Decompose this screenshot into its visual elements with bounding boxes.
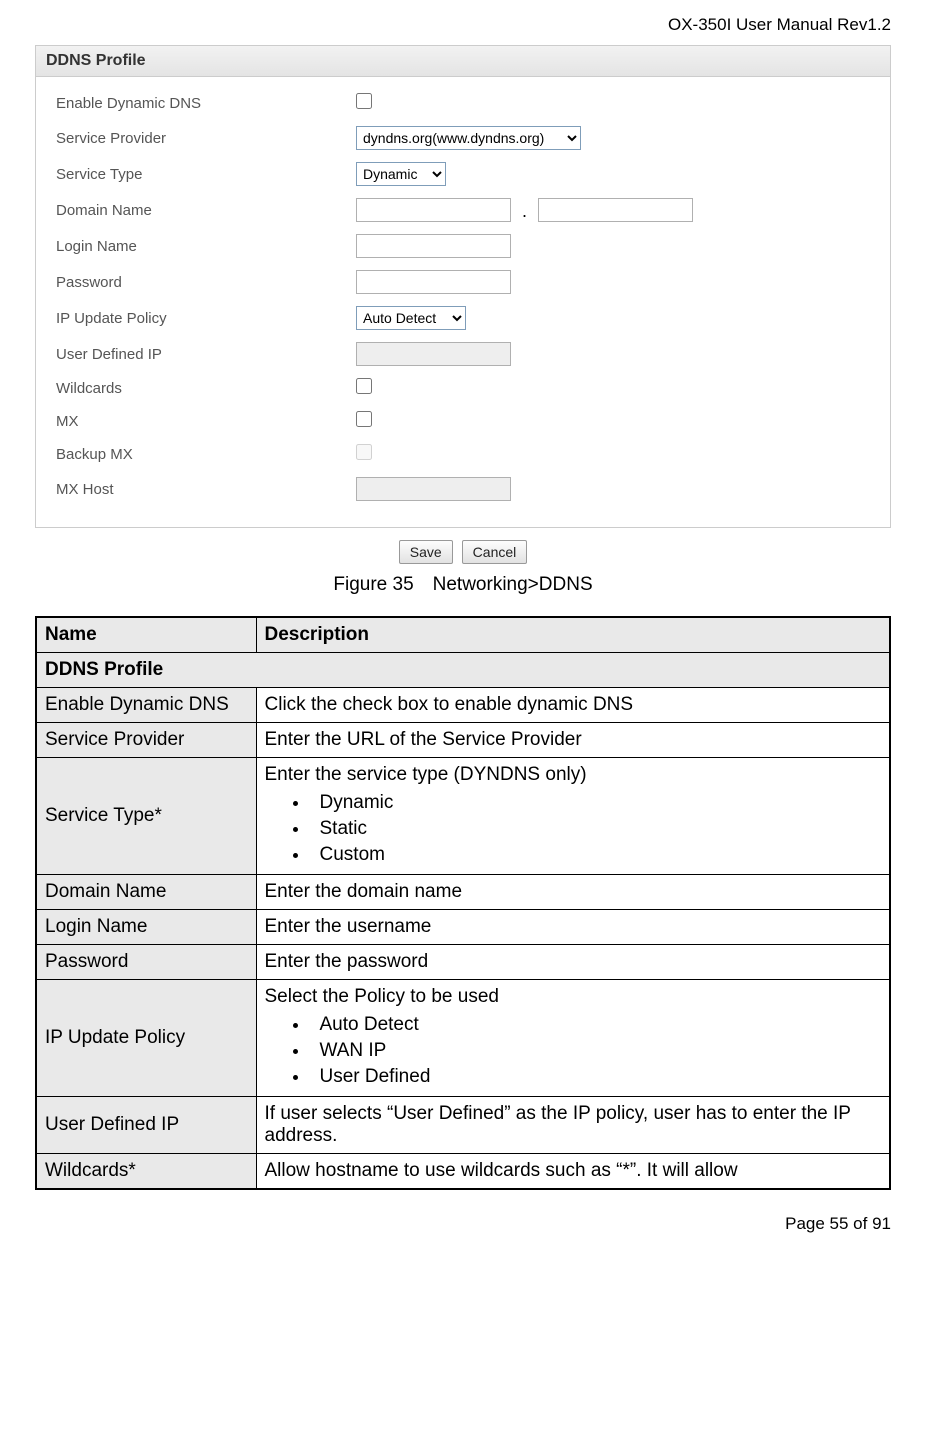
select-service-type[interactable]: Dynamic — [356, 162, 446, 186]
cell-desc: Allow hostname to use wildcards such as … — [256, 1154, 890, 1190]
section-cell: DDNS Profile — [36, 653, 890, 688]
table-row: User Defined IP If user selects “User De… — [36, 1097, 890, 1154]
table-row: Wildcards* Allow hostname to use wildcar… — [36, 1154, 890, 1190]
label-user-defined-ip: User Defined IP — [56, 346, 356, 363]
cell-name: Wildcards* — [36, 1154, 256, 1190]
label-enable-ddns: Enable Dynamic DNS — [56, 95, 356, 112]
row-domain-name: Domain Name . — [56, 192, 870, 228]
label-backup-mx: Backup MX — [56, 446, 356, 463]
figure-caption: Figure 35 Networking>DDNS — [35, 574, 891, 596]
table-row: Password Enter the password — [36, 945, 890, 980]
select-service-provider[interactable]: dyndns.org(www.dyndns.org) — [356, 126, 581, 150]
table-header-row: Name Description — [36, 617, 890, 653]
ddns-profile-panel: DDNS Profile Enable Dynamic DNS Service … — [35, 45, 891, 528]
row-ip-update-policy: IP Update Policy Auto Detect — [56, 300, 870, 336]
label-wildcards: Wildcards — [56, 380, 356, 397]
table-row: IP Update Policy Select the Policy to be… — [36, 980, 890, 1097]
row-user-defined-ip: User Defined IP — [56, 336, 870, 372]
row-login-name: Login Name — [56, 228, 870, 264]
cell-name: Service Provider — [36, 723, 256, 758]
table-row: Service Type* Enter the service type (DY… — [36, 758, 890, 875]
checkbox-wildcards[interactable] — [356, 378, 372, 394]
document-footer: Page 55 of 91 — [35, 1214, 891, 1234]
cell-desc: Enter the domain name — [256, 875, 890, 910]
cell-desc: Enter the service type (DYNDNS only) Dyn… — [256, 758, 890, 875]
row-service-provider: Service Provider dyndns.org(www.dyndns.o… — [56, 120, 870, 156]
form-body: Enable Dynamic DNS Service Provider dynd… — [36, 77, 890, 527]
bullet-item: Dynamic — [310, 790, 882, 816]
checkbox-enable-ddns[interactable] — [356, 93, 372, 109]
input-login-name[interactable] — [356, 234, 511, 258]
row-password: Password — [56, 264, 870, 300]
label-mx: MX — [56, 413, 356, 430]
bullet-item: Static — [310, 816, 882, 842]
select-ip-update-policy[interactable]: Auto Detect — [356, 306, 466, 330]
label-password: Password — [56, 274, 356, 291]
row-wildcards: Wildcards — [56, 372, 870, 405]
label-service-type: Service Type — [56, 166, 356, 183]
description-table: Name Description DDNS Profile Enable Dyn… — [35, 616, 891, 1190]
bullet-item: User Defined — [310, 1064, 882, 1090]
cell-name: User Defined IP — [36, 1097, 256, 1154]
input-user-defined-ip — [356, 342, 511, 366]
bullet-item: WAN IP — [310, 1038, 882, 1064]
label-service-provider: Service Provider — [56, 130, 356, 147]
label-domain-name: Domain Name — [56, 202, 356, 219]
document-header: OX-350I User Manual Rev1.2 — [35, 15, 891, 35]
cell-desc: Click the check box to enable dynamic DN… — [256, 688, 890, 723]
cell-desc: Enter the username — [256, 910, 890, 945]
cancel-button[interactable]: Cancel — [462, 540, 528, 564]
cell-desc: Enter the password — [256, 945, 890, 980]
domain-separator-dot: . — [516, 201, 533, 222]
row-mx-host: MX Host — [56, 471, 870, 507]
cell-name: Login Name — [36, 910, 256, 945]
row-mx: MX — [56, 405, 870, 438]
bullet-item: Auto Detect — [310, 1012, 882, 1038]
table-section-row: DDNS Profile — [36, 653, 890, 688]
cell-name: Domain Name — [36, 875, 256, 910]
label-ip-update-policy: IP Update Policy — [56, 310, 356, 327]
checkbox-backup-mx — [356, 444, 372, 460]
desc-lead: Select the Policy to be used — [265, 986, 499, 1007]
table-row: Login Name Enter the username — [36, 910, 890, 945]
desc-lead: Enter the service type (DYNDNS only) — [265, 764, 587, 785]
table-row: Domain Name Enter the domain name — [36, 875, 890, 910]
table-row: Enable Dynamic DNS Click the check box t… — [36, 688, 890, 723]
save-button[interactable]: Save — [399, 540, 453, 564]
button-row: Save Cancel — [35, 540, 891, 564]
bullet-list: Dynamic Static Custom — [265, 790, 882, 868]
checkbox-mx[interactable] — [356, 411, 372, 427]
row-backup-mx: Backup MX — [56, 438, 870, 471]
cell-desc: Select the Policy to be used Auto Detect… — [256, 980, 890, 1097]
row-service-type: Service Type Dynamic — [56, 156, 870, 192]
bullet-item: Custom — [310, 842, 882, 868]
row-enable-ddns: Enable Dynamic DNS — [56, 87, 870, 120]
panel-title: DDNS Profile — [36, 46, 890, 77]
bullet-list: Auto Detect WAN IP User Defined — [265, 1012, 882, 1090]
label-login-name: Login Name — [56, 238, 356, 255]
cell-name: Enable Dynamic DNS — [36, 688, 256, 723]
input-domain-name-2[interactable] — [538, 198, 693, 222]
cell-desc: If user selects “User Defined” as the IP… — [256, 1097, 890, 1154]
input-domain-name-1[interactable] — [356, 198, 511, 222]
cell-desc: Enter the URL of the Service Provider — [256, 723, 890, 758]
cell-name: IP Update Policy — [36, 980, 256, 1097]
input-mx-host — [356, 477, 511, 501]
header-description: Description — [256, 617, 890, 653]
input-password[interactable] — [356, 270, 511, 294]
table-row: Service Provider Enter the URL of the Se… — [36, 723, 890, 758]
cell-name: Password — [36, 945, 256, 980]
header-name: Name — [36, 617, 256, 653]
label-mx-host: MX Host — [56, 481, 356, 498]
cell-name: Service Type* — [36, 758, 256, 875]
